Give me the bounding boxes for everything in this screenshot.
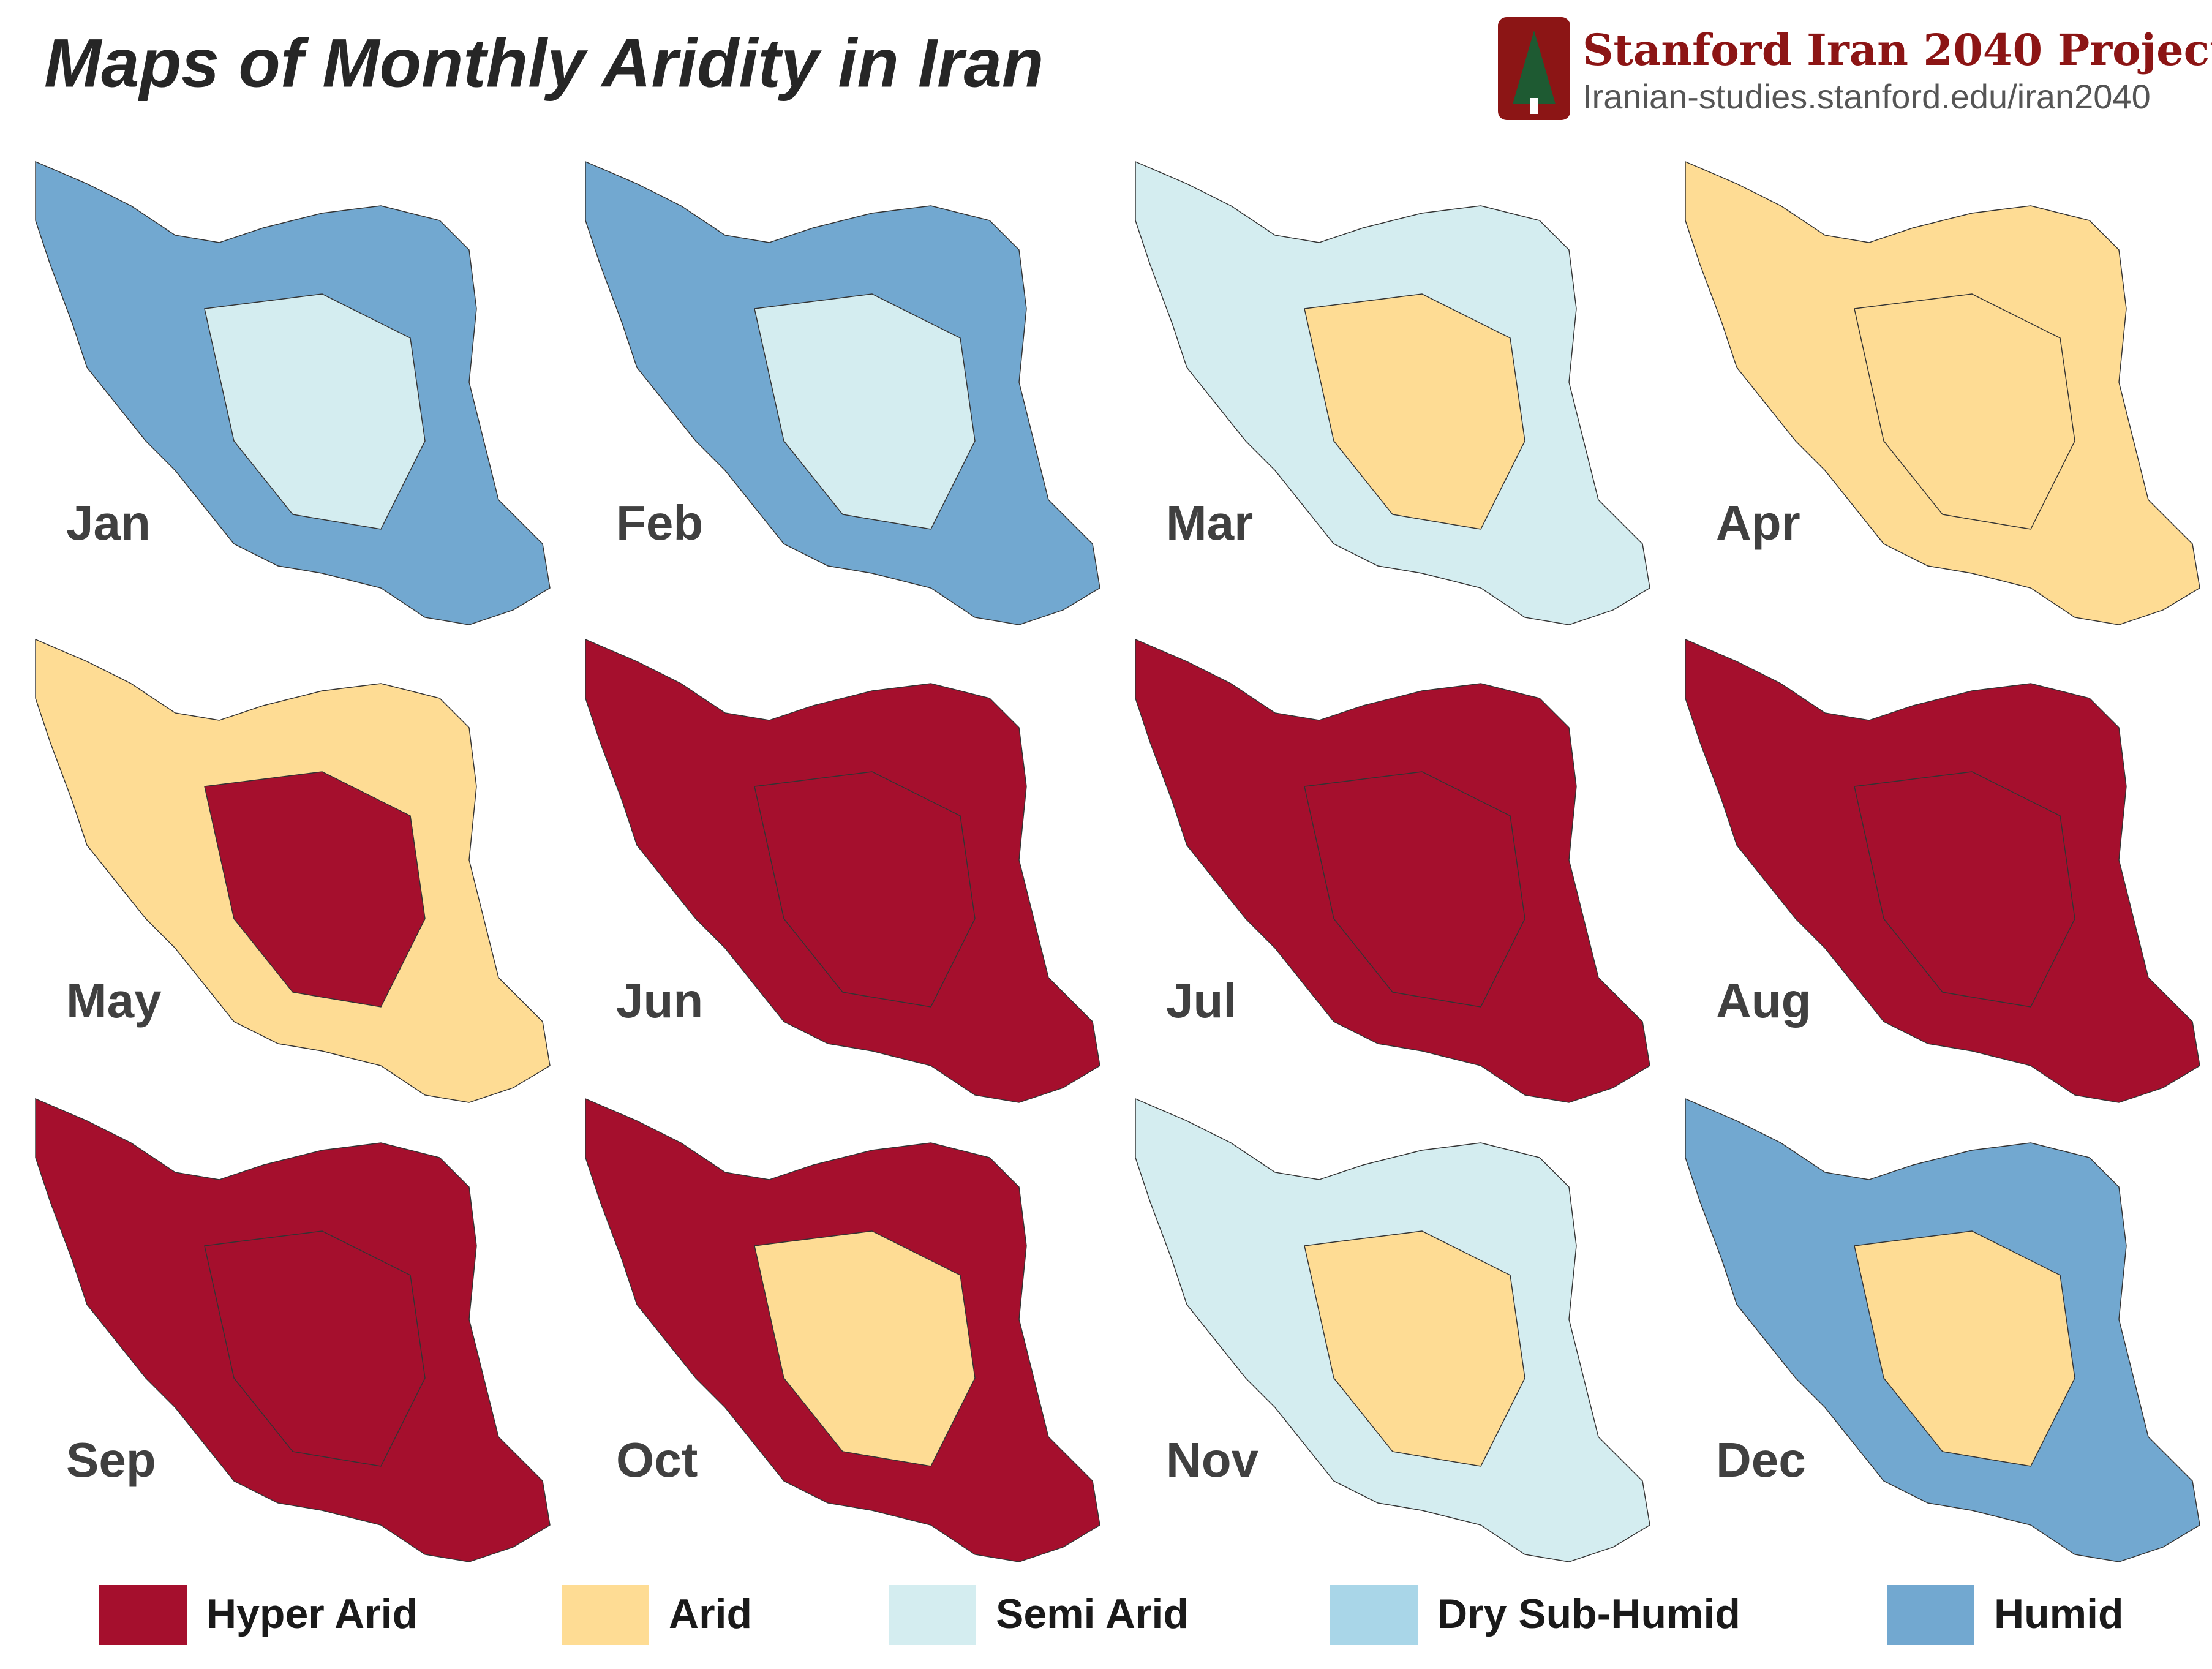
legend-label: Hyper Arid xyxy=(206,1591,418,1637)
map-panel: Mar xyxy=(1135,160,1650,625)
map-shape xyxy=(1685,1098,2200,1562)
legend-swatch xyxy=(1330,1585,1418,1645)
map-shape xyxy=(585,638,1100,1103)
month-label: Jun xyxy=(616,973,703,1028)
month-label: Jul xyxy=(1166,973,1237,1028)
month-label: Feb xyxy=(616,495,703,550)
logo-tree xyxy=(1513,31,1556,104)
map-grid: Jan Feb Mar Apr May Jun Jul Aug Sep Oct Nov Dec xyxy=(35,160,2200,1562)
region xyxy=(1854,1230,2075,1467)
legend-label: Dry Sub-Humid xyxy=(1437,1591,1740,1637)
map-shape xyxy=(35,638,551,1103)
map-shape xyxy=(1135,160,1650,625)
region xyxy=(204,293,426,530)
month-label: Jan xyxy=(66,495,151,550)
region xyxy=(1304,1230,1525,1467)
map-panel: Sep xyxy=(35,1098,551,1562)
map-shape xyxy=(585,1098,1100,1562)
month-label: Apr xyxy=(1716,495,1800,550)
legend-label: Semi Arid xyxy=(996,1591,1189,1637)
map-panel: Jan xyxy=(35,160,551,625)
month-label: May xyxy=(66,973,162,1028)
map-panel: Apr xyxy=(1685,160,2200,625)
map-shape xyxy=(1135,1098,1650,1562)
region xyxy=(1304,293,1525,530)
month-label: Sep xyxy=(66,1433,156,1487)
region xyxy=(754,293,976,530)
map-panel: Oct xyxy=(585,1098,1100,1562)
month-label: Oct xyxy=(616,1433,698,1487)
map-panel: Jul xyxy=(1135,638,1650,1103)
region xyxy=(754,1230,976,1467)
page-title: Maps of Monthly Aridity in Iran xyxy=(44,25,1044,102)
logo xyxy=(1498,17,1570,120)
map-shape xyxy=(1685,638,2200,1103)
map-shape xyxy=(35,160,551,625)
brand-url: Iranian-studies.stanford.edu/iran2040 xyxy=(1582,77,2151,116)
legend-swatch xyxy=(562,1585,649,1645)
region xyxy=(754,771,976,1008)
region xyxy=(1854,771,2075,1008)
map-shape xyxy=(1135,638,1650,1103)
legend-swatch xyxy=(1887,1585,1974,1645)
map-panel: Jun xyxy=(585,638,1100,1103)
legend-label: Humid xyxy=(1994,1591,2124,1637)
legend-swatch xyxy=(889,1585,976,1645)
map-shape xyxy=(1685,160,2200,625)
brand-name: Stanford Iran 2040 Project xyxy=(1582,24,2212,75)
region xyxy=(204,1230,426,1467)
region xyxy=(1854,293,2075,530)
map-shape xyxy=(585,160,1100,625)
legend-label: Arid xyxy=(669,1591,752,1637)
logo-trunk xyxy=(1530,98,1538,114)
map-panel: Dec xyxy=(1685,1098,2200,1562)
month-label: Mar xyxy=(1166,495,1253,550)
month-label: Aug xyxy=(1716,973,1811,1028)
region xyxy=(204,771,426,1008)
region xyxy=(1304,771,1525,1008)
month-label: Nov xyxy=(1166,1433,1259,1487)
map-shape xyxy=(35,1098,551,1562)
map-panel: Aug xyxy=(1685,638,2200,1103)
month-label: Dec xyxy=(1716,1433,1806,1487)
legend: Hyper Arid Arid Semi Arid Dry Sub-Humid Humi… xyxy=(99,1585,2124,1645)
legend-swatch xyxy=(99,1585,187,1645)
map-panel: May xyxy=(35,638,551,1103)
map-panel: Nov xyxy=(1135,1098,1650,1562)
map-panel: Feb xyxy=(585,160,1100,625)
